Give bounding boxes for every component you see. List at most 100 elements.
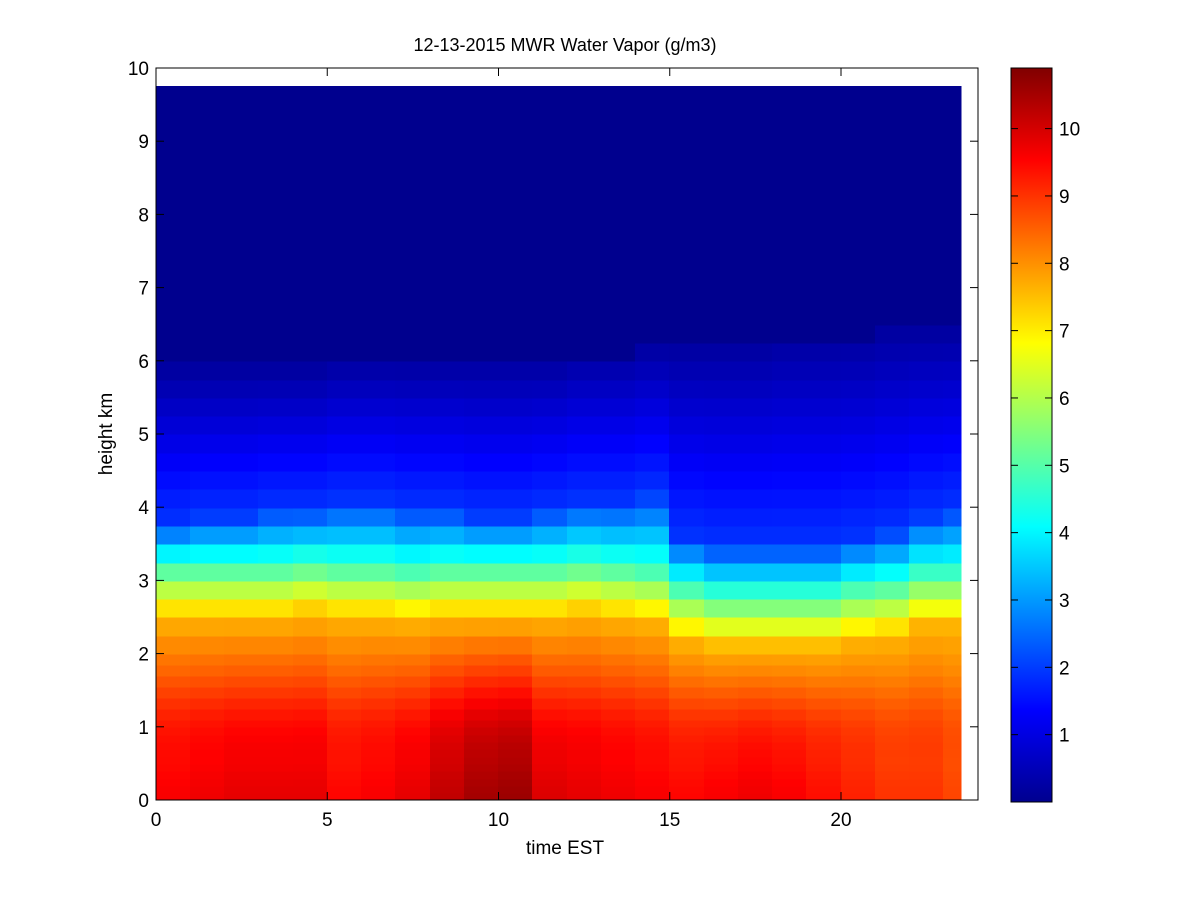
heatmap-cell bbox=[567, 770, 603, 780]
heatmap-cell bbox=[841, 562, 877, 582]
heatmap-cell bbox=[430, 697, 466, 710]
heatmap-cell bbox=[567, 697, 603, 710]
heatmap-cell bbox=[327, 748, 363, 758]
heatmap-cell bbox=[327, 525, 363, 545]
heatmap-cell bbox=[943, 686, 962, 699]
heatmap-cell bbox=[464, 770, 500, 780]
heatmap-cell bbox=[635, 397, 671, 417]
heatmap-cell bbox=[327, 763, 363, 772]
heatmap-cell bbox=[430, 748, 466, 758]
heatmap-cell bbox=[190, 434, 226, 454]
heatmap-cell bbox=[430, 741, 466, 750]
heatmap-cell bbox=[841, 719, 877, 728]
heatmap-cell bbox=[738, 719, 774, 728]
heatmap-cell bbox=[875, 287, 911, 307]
heatmap-cell bbox=[635, 434, 671, 454]
heatmap-cell bbox=[464, 664, 500, 677]
heatmap-cell bbox=[772, 470, 808, 490]
heatmap-cell bbox=[190, 305, 226, 326]
heatmap-cell bbox=[361, 734, 397, 743]
heatmap-cell bbox=[156, 269, 192, 289]
heatmap-cell bbox=[943, 251, 962, 271]
heatmap-cell bbox=[601, 525, 637, 545]
heatmap-cell bbox=[601, 719, 637, 728]
heatmap-cell bbox=[806, 598, 842, 618]
heatmap-cell bbox=[772, 686, 808, 699]
heatmap-cell bbox=[258, 708, 294, 721]
heatmap-cell bbox=[841, 617, 877, 637]
heatmap-cell bbox=[361, 719, 397, 728]
heatmap-cell bbox=[806, 452, 842, 472]
heatmap-cell bbox=[190, 360, 226, 381]
heatmap-cell bbox=[875, 324, 911, 344]
heatmap-cell bbox=[567, 415, 603, 435]
heatmap-cell bbox=[258, 635, 294, 655]
heatmap-cell bbox=[635, 686, 671, 699]
heatmap-cell bbox=[875, 269, 911, 289]
heatmap-cell bbox=[395, 177, 431, 216]
heatmap-cell bbox=[635, 360, 671, 381]
heatmap-cell bbox=[498, 251, 534, 271]
heatmap-cell bbox=[909, 792, 945, 801]
heatmap-cell bbox=[669, 664, 705, 677]
heatmap-cell bbox=[772, 734, 808, 743]
heatmap-cell bbox=[293, 653, 329, 666]
heatmap-cell bbox=[669, 379, 705, 399]
heatmap-cell bbox=[601, 741, 637, 750]
heatmap-cell bbox=[464, 748, 500, 758]
heatmap-cell bbox=[806, 397, 842, 417]
heatmap-cell bbox=[669, 251, 705, 271]
heatmap-cell bbox=[361, 756, 397, 765]
heatmap-cell bbox=[190, 734, 226, 743]
heatmap-cell bbox=[258, 525, 294, 545]
heatmap-cell bbox=[601, 397, 637, 417]
heatmap-cell bbox=[498, 324, 534, 344]
heatmap-cell bbox=[190, 397, 226, 417]
heatmap-cell bbox=[704, 697, 740, 710]
heatmap-cell bbox=[909, 708, 945, 721]
heatmap-cell bbox=[635, 697, 671, 710]
heatmap-cell bbox=[156, 324, 192, 344]
heatmap-cell bbox=[669, 741, 705, 750]
heatmap-cell bbox=[806, 379, 842, 399]
heatmap-cell bbox=[738, 617, 774, 637]
y-tick-label: 10 bbox=[128, 59, 149, 80]
heatmap-cell bbox=[430, 305, 466, 326]
heatmap-cell bbox=[772, 675, 808, 688]
heatmap-cell bbox=[293, 360, 329, 381]
heatmap-cell bbox=[841, 792, 877, 801]
heatmap-cell bbox=[498, 686, 534, 699]
heatmap-cell bbox=[224, 379, 260, 399]
heatmap-cell bbox=[943, 598, 962, 618]
heatmap-cell bbox=[567, 305, 603, 326]
heatmap-cell bbox=[841, 104, 877, 143]
heatmap-cell bbox=[498, 635, 534, 655]
heatmap-cell bbox=[635, 470, 671, 490]
heatmap-cell bbox=[498, 214, 534, 252]
heatmap-cell bbox=[224, 415, 260, 435]
heatmap-cell bbox=[464, 452, 500, 472]
y-tick-label: 4 bbox=[138, 498, 149, 519]
heatmap-cell bbox=[430, 379, 466, 399]
heatmap-cell bbox=[190, 269, 226, 289]
y-tick-label: 6 bbox=[138, 352, 149, 373]
heatmap-cell bbox=[258, 434, 294, 454]
heatmap-cell bbox=[258, 763, 294, 772]
heatmap-cell bbox=[704, 785, 740, 794]
heatmap-cell bbox=[669, 778, 705, 787]
heatmap-cell bbox=[361, 342, 397, 362]
heatmap-cell bbox=[601, 580, 637, 600]
heatmap-cell bbox=[430, 763, 466, 772]
heatmap-cell bbox=[361, 748, 397, 758]
heatmap-cell bbox=[909, 342, 945, 362]
heatmap-cell bbox=[327, 269, 363, 289]
heatmap-cell bbox=[532, 214, 568, 252]
heatmap-cell bbox=[601, 770, 637, 780]
heatmap-cell bbox=[190, 770, 226, 780]
heatmap-cell bbox=[943, 778, 962, 787]
heatmap-cell bbox=[704, 598, 740, 618]
heatmap-cell bbox=[669, 397, 705, 417]
heatmap-cell bbox=[532, 785, 568, 794]
heatmap-cell bbox=[156, 635, 192, 655]
heatmap-cell bbox=[395, 792, 431, 801]
